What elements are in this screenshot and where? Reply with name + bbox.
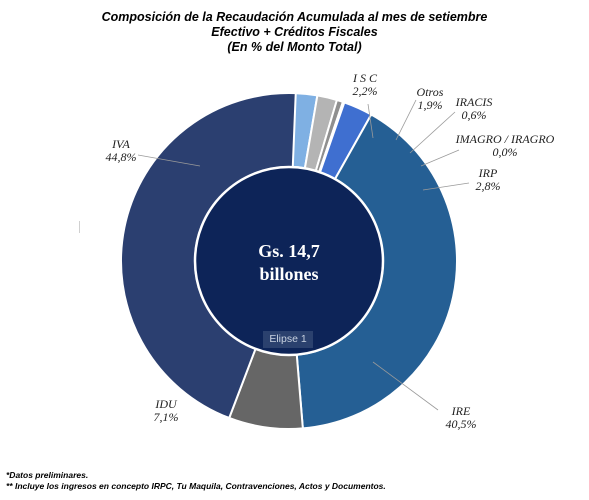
chart-title-line-3: (En % del Monto Total) [227, 40, 362, 54]
label-value-ire: 40,5% [446, 417, 477, 431]
label-category-iva: IVA [111, 137, 130, 151]
label-value-i-s-c: 2,2% [353, 84, 378, 98]
label-category-irp: IRP [478, 166, 498, 180]
leader-line-i-s-c [367, 103, 374, 139]
label-value-iva: 44,8% [106, 150, 137, 164]
label-value-irp: 2,8% [476, 179, 501, 193]
label-category-idu: IDU [154, 397, 178, 411]
center-total-line-1: Gs. 14,7 [258, 241, 320, 261]
leader-line-iva [137, 154, 201, 167]
label-category-i-s-c: I S C [352, 71, 378, 85]
label-value-idu: 7,1% [154, 410, 179, 424]
center-ellipse[interactable] [193, 165, 385, 357]
label-category-iracis: IRACIS [455, 95, 493, 109]
label-category-imagro-iragro: IMAGRO / IRAGRO [455, 132, 555, 146]
shape-name-tag: Elipse 1 [263, 331, 313, 348]
chart-title-line-1: Composición de la Recaudación Acumulada … [101, 10, 488, 24]
text-cursor [79, 221, 80, 233]
center-total-line-2: billones [259, 264, 318, 284]
footnote-preliminary: *Datos preliminares. [6, 470, 89, 480]
label-value-otros: 1,9% [418, 98, 443, 112]
label-value-iracis: 0,6% [462, 108, 487, 122]
label-value-imagro-iragro: 0,0% [493, 145, 518, 159]
footnote-includes: ** Incluye los ingresos en concepto IRPC… [6, 481, 386, 491]
leader-line-irp [422, 182, 470, 191]
leader-line-iracis [409, 111, 456, 154]
leader-line-ire [372, 361, 439, 411]
label-category-otros: Otros [417, 85, 444, 99]
leader-line-otros [395, 99, 417, 141]
leader-line-imagro-iragro [420, 149, 460, 167]
chart-title-line-2: Efectivo + Créditos Fiscales [211, 25, 378, 39]
label-category-ire: IRE [451, 404, 471, 418]
